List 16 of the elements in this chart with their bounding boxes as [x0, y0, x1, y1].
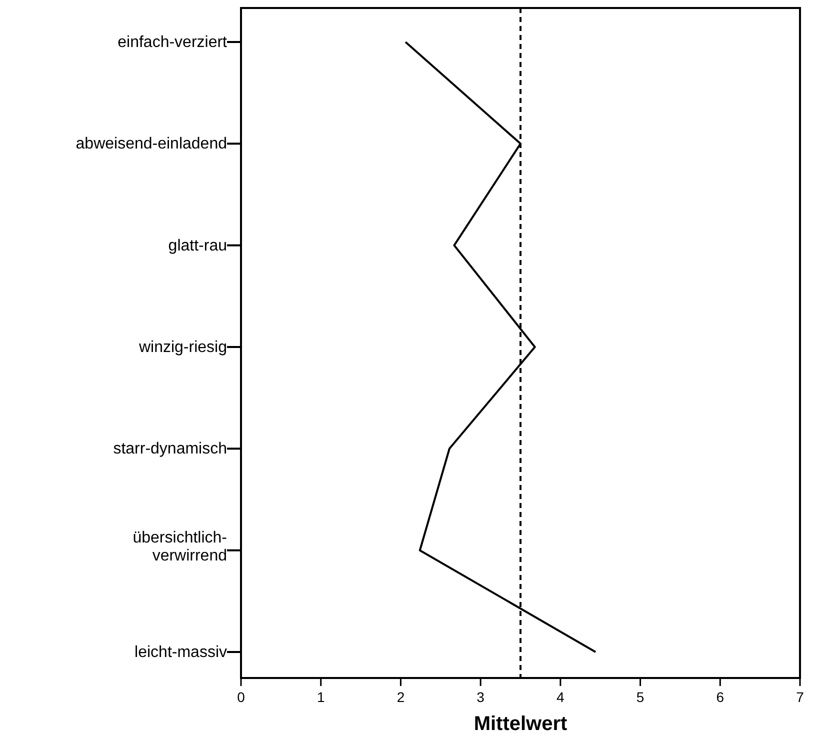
x-tick-label: 1 — [316, 689, 325, 705]
y-tick-label: starr-dynamisch — [113, 440, 227, 458]
x-tick-label: 7 — [796, 689, 804, 705]
y-tick-label: leicht-massiv — [134, 644, 227, 661]
y-tick-label: übersichtlich-verwirrend — [132, 529, 227, 564]
x-tick-label: 6 — [716, 689, 724, 705]
y-tick-label: einfach-verziert — [118, 34, 228, 51]
y-tick-label: glatt-rau — [168, 237, 227, 254]
x-tick-label: 3 — [476, 689, 485, 705]
x-tick-label: 5 — [636, 689, 644, 705]
x-tick-label: 4 — [556, 689, 565, 705]
x-tick-label: 0 — [237, 689, 246, 705]
y-tick-label: abweisend-einladend — [76, 136, 227, 153]
x-axis-title: Mittelwert — [474, 713, 568, 735]
y-tick-label: winzig-riesig — [138, 339, 227, 356]
x-tick-label: 2 — [396, 689, 405, 705]
